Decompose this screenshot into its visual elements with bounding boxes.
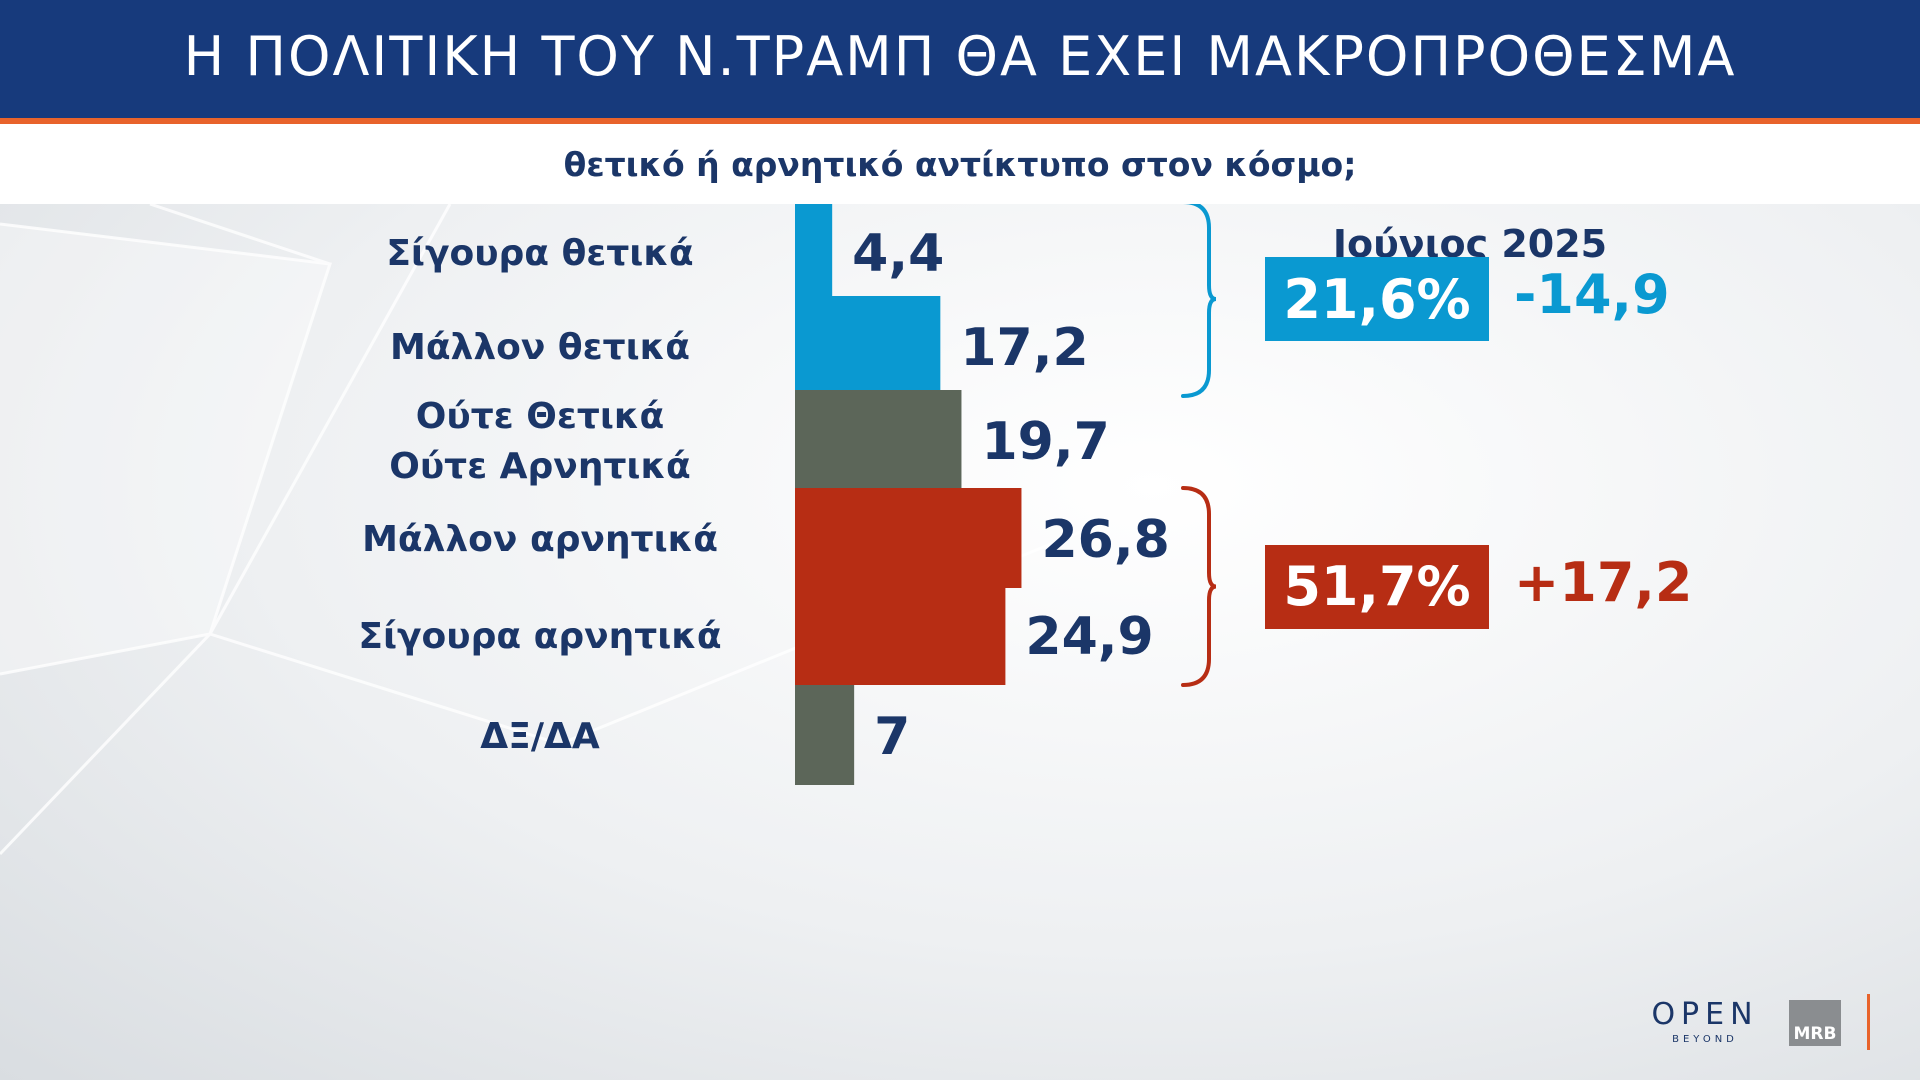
logo-divider	[1867, 994, 1870, 1050]
mrb-logo: MRB	[1789, 1000, 1841, 1046]
value-label-5: 7	[874, 707, 910, 767]
category-label-0: Σίγουρα θετικά	[386, 233, 693, 274]
value-label-0: 4,4	[852, 224, 944, 284]
page-subtitle: θετικό ή αρνητικό αντίκτυπο στον κόσμο;	[563, 144, 1357, 184]
bar-1	[795, 296, 941, 396]
negative-change-label: +17,2	[1514, 550, 1693, 614]
group-brace-1	[1181, 486, 1217, 687]
value-label-2: 19,7	[981, 412, 1109, 472]
bar-3	[795, 488, 1022, 588]
bar-0	[795, 204, 833, 302]
group-brace-0	[1181, 204, 1217, 398]
value-label-3: 26,8	[1041, 510, 1169, 570]
open-beyond-logo: OPEN BEYOND	[1648, 997, 1762, 1046]
bar-chart: 4,4 Σίγουρα θετικά 17,2 Μάλλον θετικά 19,7 Ού…	[358, 204, 1217, 785]
value-label-1: 17,2	[960, 318, 1088, 378]
bar-5	[795, 685, 855, 785]
category-label-1: Μάλλον θετικά	[390, 327, 690, 368]
subtitle-bar: θετικό ή αρνητικό αντίκτυπο στον κόσμο;	[0, 124, 1920, 204]
open-logo-text: OPEN	[1651, 997, 1759, 1032]
category-label-2-line-1: Ούτε Αρνητικά	[389, 446, 691, 487]
positive-change-label: -14,9	[1514, 263, 1670, 326]
positive-total-box: 21,6%	[1265, 257, 1489, 341]
background-decoration	[0, 204, 1101, 856]
mrb-logo-text: MRB	[1793, 1024, 1837, 1044]
open-logo-subtext: BEYOND	[1672, 1034, 1738, 1045]
category-label-2-line-0: Ούτε Θετικά	[416, 396, 664, 437]
value-label-4: 24,9	[1025, 607, 1153, 667]
bar-2	[795, 390, 962, 490]
category-label-3: Μάλλον αρνητικά	[362, 519, 718, 560]
negative-total-box: 51,7%	[1265, 544, 1489, 629]
page-title: Η ΠΟΛΙΤΙΚΗ ΤΟΥ Ν.ΤΡΑΜΠ ΘΑ ΕΧΕΙ ΜΑΚΡΟΠΡΟΘ…	[183, 24, 1737, 88]
category-label-4: Σίγουρα αρνητικά	[358, 616, 721, 657]
bar-4	[795, 585, 1006, 685]
category-label-5: ΔΞ/ΔΑ	[480, 716, 600, 757]
header-bar: Η ΠΟΛΙΤΙΚΗ ΤΟΥ Ν.ΤΡΑΜΠ ΘΑ ΕΧΕΙ ΜΑΚΡΟΠΡΟΘ…	[0, 0, 1920, 124]
